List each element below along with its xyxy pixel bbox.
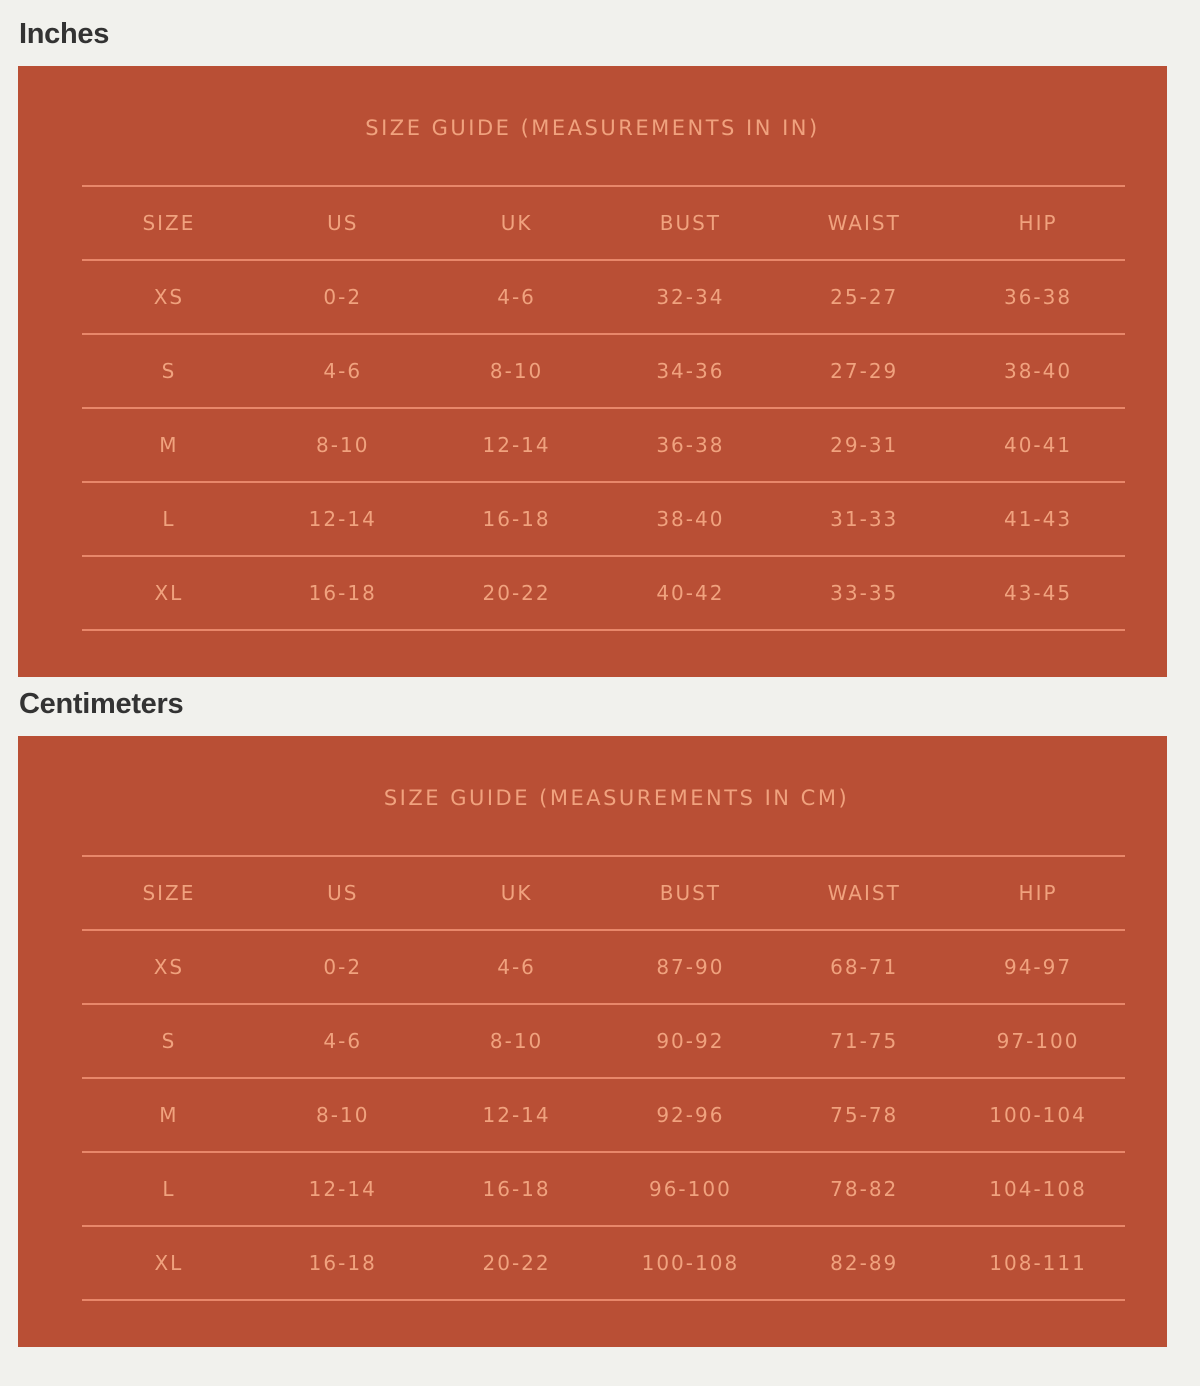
table-cell: 4-6	[323, 359, 363, 383]
table-cell: L	[162, 507, 176, 531]
table-cell: 34-36	[656, 359, 725, 383]
table-cell: 16-18	[482, 1177, 551, 1201]
table-cell: 75-78	[830, 1103, 899, 1127]
table-cell: XL	[154, 1251, 184, 1275]
table-cell: 36-38	[656, 433, 725, 457]
table-cell: 100-104	[989, 1103, 1087, 1127]
size-guide-title: SIZE GUIDE (MEASUREMENTS IN IN)	[365, 116, 820, 140]
table-row: L 12-14 16-18 96-100 78-82 104-108	[82, 1153, 1125, 1227]
column-header: SIZE	[142, 881, 196, 905]
table-cell: 31-33	[830, 507, 899, 531]
table-row: XL 16-18 20-22 40-42 33-35 43-45	[82, 557, 1125, 631]
size-table: SIZE US UK BUST WAIST HIP XS 0-2 4-6 32-34 25-27 36…	[82, 185, 1125, 631]
table-cell: 41-43	[1003, 507, 1073, 531]
column-header: HIP	[1018, 881, 1058, 905]
table-cell: XL	[154, 581, 184, 605]
table-cell: 36-38	[1003, 285, 1073, 309]
table-cell: 27-29	[830, 359, 899, 383]
table-cell: 8-10	[489, 359, 544, 383]
table-cell: 92-96	[656, 1103, 725, 1127]
table-cell: 100-108	[641, 1251, 740, 1275]
size-guide-panel-centimeters: SIZE GUIDE (MEASUREMENTS IN CM) SIZE US UK…	[18, 736, 1167, 1347]
size-guide-panel-inches: SIZE GUIDE (MEASUREMENTS IN IN) SIZE US UK…	[18, 66, 1167, 677]
table-cell: 12-14	[482, 433, 551, 457]
table-cell: 71-75	[830, 1029, 899, 1053]
table-cell: 38-40	[656, 507, 725, 531]
header-row: SIZE US UK BUST WAIST HIP	[82, 857, 1125, 931]
table-cell: 0-2	[323, 285, 363, 309]
column-header: UK	[500, 211, 533, 235]
table-cell: 32-34	[656, 285, 725, 309]
table-cell: 38-40	[1003, 359, 1073, 383]
table-cell: 33-35	[830, 581, 899, 605]
table-cell: 8-10	[316, 433, 370, 457]
size-guide-title: SIZE GUIDE (MEASUREMENTS IN CM)	[383, 786, 850, 810]
table-cell: 82-89	[830, 1251, 899, 1275]
table-row: S 4-6 8-10 90-92 71-75 97-100	[82, 1005, 1125, 1079]
table-cell: 108-111	[989, 1251, 1087, 1275]
table-cell: 78-82	[830, 1177, 899, 1201]
column-header: BUST	[659, 211, 722, 235]
table-cell: 43-45	[1003, 581, 1073, 605]
table-cell: S	[161, 359, 177, 383]
table-row: L 12-14 16-18 38-40 31-33 41-43	[82, 483, 1125, 557]
table-row: S 4-6 8-10 34-36 27-29 38-40	[82, 335, 1125, 409]
size-table: SIZE US UK BUST WAIST HIP XS 0-2 4-6 87-90 68-71 94…	[82, 855, 1125, 1301]
table-cell: 20-22	[482, 1251, 551, 1275]
table-cell: 40-42	[656, 581, 725, 605]
table-cell: 0-2	[323, 955, 363, 979]
table-cell: 87-90	[656, 955, 725, 979]
table-cell: XS	[153, 955, 185, 979]
table-cell: 97-100	[996, 1029, 1080, 1053]
table-row: XL 16-18 20-22 100-108 82-89 108-111	[82, 1227, 1125, 1301]
table-cell: 4-6	[323, 1029, 363, 1053]
column-header: BUST	[659, 881, 722, 905]
table-row: XS 0-2 4-6 32-34 25-27 36-38	[82, 261, 1125, 335]
table-cell: 16-18	[308, 581, 377, 605]
column-header: US	[327, 881, 359, 905]
table-cell: 12-14	[308, 507, 377, 531]
column-header: US	[327, 211, 359, 235]
column-header: SIZE	[142, 211, 196, 235]
table-cell: 104-108	[989, 1177, 1087, 1201]
table-row: XS 0-2 4-6 87-90 68-71 94-97	[82, 931, 1125, 1005]
table-cell: 68-71	[830, 955, 899, 979]
table-cell: 94-97	[1003, 955, 1073, 979]
table-cell: 96-100	[648, 1177, 732, 1201]
table-cell: 16-18	[308, 1251, 377, 1275]
table-cell: 8-10	[489, 1029, 544, 1053]
table-cell: 90-92	[656, 1029, 725, 1053]
table-row: M 8-10 12-14 36-38 29-31 40-41	[82, 409, 1125, 483]
table-row: M 8-10 12-14 92-96 75-78 100-104	[82, 1079, 1125, 1153]
section-heading-centimeters: Centimeters	[19, 688, 184, 720]
table-cell: S	[161, 1029, 177, 1053]
column-header: WAIST	[827, 881, 901, 905]
column-header: WAIST	[827, 211, 901, 235]
table-cell: XS	[153, 285, 185, 309]
section-heading-inches: Inches	[19, 18, 110, 50]
table-cell: 16-18	[482, 507, 551, 531]
table-cell: 8-10	[316, 1103, 370, 1127]
table-cell: M	[159, 1103, 179, 1127]
table-cell: 4-6	[497, 285, 536, 309]
column-header: HIP	[1018, 211, 1058, 235]
header-row: SIZE US UK BUST WAIST HIP	[82, 187, 1125, 261]
table-cell: 25-27	[830, 285, 899, 309]
table-cell: 40-41	[1003, 433, 1073, 457]
table-cell: 29-31	[830, 433, 899, 457]
table-cell: 12-14	[482, 1103, 551, 1127]
table-cell: L	[162, 1177, 176, 1201]
table-cell: M	[159, 433, 179, 457]
table-cell: 20-22	[482, 581, 551, 605]
column-header: UK	[500, 881, 533, 905]
table-cell: 12-14	[308, 1177, 377, 1201]
table-cell: 4-6	[497, 955, 536, 979]
